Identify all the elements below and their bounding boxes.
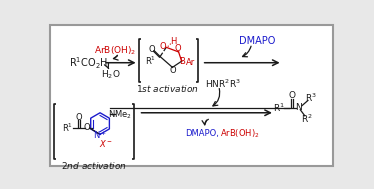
Text: $\mathit{1st\ activation}$: $\mathit{1st\ activation}$ <box>137 83 199 94</box>
Text: Ar: Ar <box>186 58 196 67</box>
Text: O: O <box>170 66 177 75</box>
Text: $\rm R^3$: $\rm R^3$ <box>305 91 317 104</box>
Text: B: B <box>180 57 186 66</box>
Text: $\rm R^1$: $\rm R^1$ <box>273 102 285 114</box>
Text: $\rm R^1$: $\rm R^1$ <box>62 122 73 134</box>
Text: O: O <box>148 45 155 54</box>
Text: $\rm ArB(OH)_2$: $\rm ArB(OH)_2$ <box>94 44 137 57</box>
Text: O: O <box>159 42 166 51</box>
Text: O: O <box>288 91 295 100</box>
Text: O: O <box>84 123 90 132</box>
Text: $\rm N^+$: $\rm N^+$ <box>93 129 107 141</box>
Text: $\rm NMe_2$: $\rm NMe_2$ <box>108 108 132 121</box>
Text: N: N <box>295 103 302 112</box>
Text: DMAPO,: DMAPO, <box>185 129 219 138</box>
Text: $\rm ArB(OH)_2$: $\rm ArB(OH)_2$ <box>220 127 260 140</box>
FancyBboxPatch shape <box>50 25 333 166</box>
Text: DMAPO: DMAPO <box>239 36 275 46</box>
Text: $\mathit{2nd\ activation}$: $\mathit{2nd\ activation}$ <box>61 160 127 171</box>
Text: $\rm HNR^2R^3$: $\rm HNR^2R^3$ <box>205 77 241 90</box>
Text: H: H <box>170 37 177 46</box>
Text: $\rm R^1CO_2H$: $\rm R^1CO_2H$ <box>69 55 108 70</box>
Text: $X^-$: $X^-$ <box>99 138 113 149</box>
Text: O: O <box>175 44 181 53</box>
Text: $\rm H_2O$: $\rm H_2O$ <box>101 68 121 81</box>
Text: $\rm R^1$: $\rm R^1$ <box>145 54 156 67</box>
Text: O: O <box>76 113 83 122</box>
Text: $\rm R^2$: $\rm R^2$ <box>301 113 312 125</box>
